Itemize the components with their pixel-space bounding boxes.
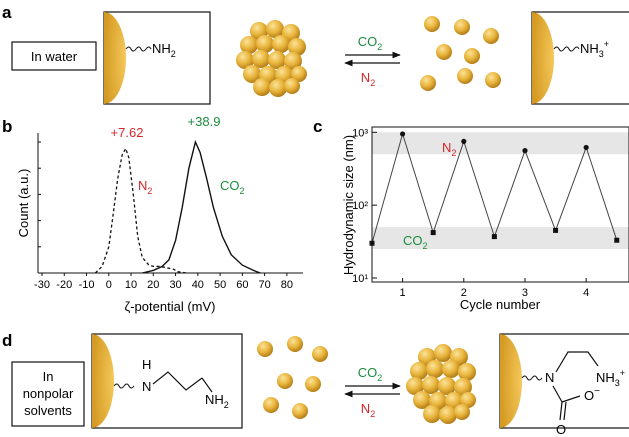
nanoparticles-dispersed-d	[257, 336, 328, 419]
condition-line-3: solvents	[24, 403, 72, 418]
x-tick-label-b: -20	[56, 279, 72, 291]
secondary-amine-n: N	[142, 379, 151, 394]
ligand-chain	[553, 46, 580, 52]
x-tick-label-c: 2	[461, 287, 467, 299]
band-label-n2: N2	[442, 140, 456, 158]
condition-box-water	[11, 41, 97, 71]
peak-label-co2: +38.9	[188, 114, 221, 129]
zeta-potential-chart: -30 -20 -10 0 10 20 30 40 50 60 70 80	[34, 133, 303, 291]
condition-label-water: In water	[31, 49, 78, 64]
ammonium-group: NH3+	[596, 368, 625, 388]
condition-box-nonpolar	[11, 361, 85, 427]
x-tick-label-b: 60	[236, 279, 248, 291]
x-tick-label-b: 20	[147, 279, 159, 291]
plot-frame-c	[371, 126, 629, 283]
hydrodynamic-size-chart: 10¹ 10² 10³ 1 2 3 4	[352, 126, 629, 299]
data-point-n2	[461, 138, 467, 145]
data-point-n2	[522, 148, 528, 154]
series-n2-curve	[94, 147, 187, 274]
series-co2-curve	[142, 139, 261, 274]
carbonyl-oxygen: O	[556, 422, 566, 437]
amine-bond	[201, 377, 213, 393]
ligand-chain	[113, 383, 135, 389]
ethylene-bonds	[152, 371, 203, 391]
x-tick-label-c: 4	[583, 287, 589, 299]
carboxylate-bond	[561, 395, 581, 403]
data-point-co2	[430, 230, 436, 236]
n2-label-a: N2	[361, 70, 375, 88]
x-tick-label-b: 0	[106, 279, 112, 291]
nanoparticle-aggregate-d	[406, 344, 476, 424]
panel-d-letter: d	[2, 331, 12, 350]
nanoparticle-aggregate-a	[236, 20, 307, 97]
amine-group-neutral: NH2	[152, 41, 176, 59]
data-point-co2	[491, 234, 497, 240]
x-tick-label-b: 50	[214, 279, 226, 291]
x-tick-label-c: 3	[522, 287, 528, 299]
panel-a-letter: a	[2, 3, 12, 22]
panel-c-letter: c	[313, 117, 322, 136]
nanoparticles-dispersed-a	[420, 16, 501, 91]
curve-label-co2: CO2	[220, 178, 245, 196]
condition-line-1: In	[43, 369, 54, 384]
y-tick-label-c: 10³	[352, 127, 368, 139]
primary-amine: NH2	[205, 392, 229, 410]
peak-label-n2: +7.62	[111, 125, 144, 140]
y-tick-label-c: 10²	[352, 200, 368, 212]
x-tick-label-c: 1	[400, 287, 406, 299]
curve-label-n2: N2	[138, 178, 152, 196]
x-tick-label-b: 70	[258, 279, 270, 291]
amine-group-protonated: NH3+	[580, 39, 609, 59]
y-tick-label-c: 10¹	[352, 273, 368, 285]
secondary-amine-h: H	[142, 357, 151, 372]
ethylene-bonds-right	[555, 351, 599, 373]
x-tick-label-b: -30	[34, 279, 50, 291]
x-tick-label-b: 30	[169, 279, 181, 291]
carboxylate-oxygen: O−	[584, 386, 600, 403]
gold-surface-right-d	[500, 334, 522, 428]
data-point-co2	[553, 227, 559, 233]
data-point-n2	[399, 131, 406, 137]
co2-label-a: CO2	[358, 34, 383, 52]
shaded-band	[372, 227, 629, 250]
x-axis-label-b: ζ-potential (mV)	[125, 299, 216, 314]
gold-surface-left-d	[92, 334, 114, 428]
data-point-co2	[369, 240, 375, 246]
condition-line-2: nonpolar	[23, 386, 74, 401]
panel-b-letter: b	[2, 117, 12, 136]
x-axis-label-c: Cycle number	[460, 297, 541, 312]
data-point-co2	[614, 237, 620, 243]
ligand-chain	[125, 46, 152, 52]
n2-label-d: N2	[361, 401, 375, 419]
shaded-band	[372, 132, 629, 155]
panel-d-left-surface-box	[91, 333, 243, 429]
x-tick-label-b: 10	[125, 279, 137, 291]
band-label-co2: CO2	[403, 233, 428, 251]
x-tick-label-b: -10	[79, 279, 95, 291]
carbamate-bond	[552, 385, 563, 403]
gold-surface-left	[104, 12, 126, 104]
x-tick-label-b: 80	[281, 279, 293, 291]
carbonyl-bond-2	[563, 401, 567, 421]
co2-label-d: CO2	[358, 365, 383, 383]
carbamate-n: N	[545, 370, 554, 385]
data-point-n2	[583, 144, 589, 151]
gold-surface-right	[532, 12, 554, 104]
carbonyl-bond-1	[559, 401, 563, 421]
ligand-chain	[521, 375, 543, 381]
y-axis-label-b: Count (a.u.)	[16, 169, 31, 238]
y-axis-label-c: Hydrodynamic size (nm)	[341, 135, 356, 275]
x-tick-label-b: 40	[192, 279, 204, 291]
